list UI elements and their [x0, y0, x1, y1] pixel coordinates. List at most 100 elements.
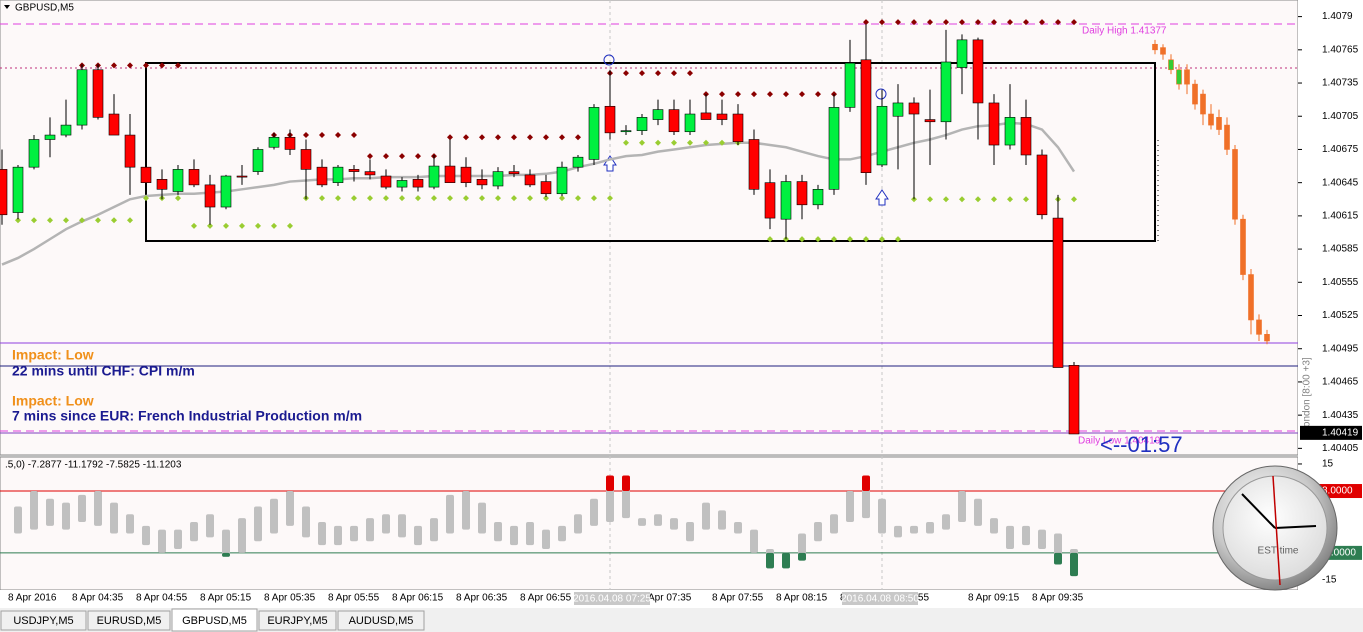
support-dot [63, 217, 69, 224]
x-tick-label: 8 Apr 09:15 [968, 593, 1020, 604]
tab-label[interactable]: EURJPY,M5 [267, 615, 327, 627]
candle-body [348, 169, 360, 172]
resistance-dot [463, 134, 469, 141]
resistance-dot [719, 91, 725, 98]
tab-label[interactable]: AUDUSD,M5 [349, 615, 414, 627]
range-bar-high [606, 475, 614, 492]
support-dot [335, 195, 341, 202]
support-dot [127, 217, 133, 224]
candle-body [396, 180, 408, 188]
range-bar [974, 498, 982, 526]
candle-body [732, 113, 744, 143]
candle-body [380, 175, 392, 188]
tab-label[interactable]: USDJPY,M5 [13, 615, 73, 627]
candle-body [1036, 154, 1048, 216]
range-bar [574, 514, 582, 534]
y-tick-label: -15 [1322, 575, 1337, 586]
tab-label[interactable]: GBPUSD,M5 [182, 615, 247, 627]
support-dot [511, 195, 517, 202]
range-bar [206, 514, 214, 538]
support-dot [463, 195, 469, 202]
tab[interactable] [87, 610, 171, 631]
range-bar-low [222, 552, 230, 557]
range-bar [62, 502, 70, 530]
support-dot [367, 195, 373, 202]
support-dot [895, 236, 901, 243]
tab[interactable] [171, 608, 258, 632]
range-bar [958, 491, 966, 522]
resistance-dot [111, 62, 117, 69]
resistance-dot [751, 91, 757, 98]
price-marker [1300, 425, 1362, 440]
range-bar [590, 498, 598, 526]
candle-body [924, 119, 936, 123]
resistance-dot [335, 132, 341, 139]
support-dot [799, 236, 805, 243]
candle-body [1264, 334, 1270, 342]
support-dot [47, 217, 53, 224]
resistance-dot [479, 134, 485, 141]
range-bar-low [798, 552, 806, 561]
indicator-label: .5,0) -7.2877 -11.1792 -7.5825 -11.1203 [5, 460, 182, 471]
range-bar [814, 521, 822, 542]
range-bar [478, 502, 486, 534]
support-dot [271, 222, 277, 229]
support-dot [655, 139, 661, 146]
candle-body [988, 102, 1000, 146]
tab[interactable] [337, 610, 425, 631]
support-dot [351, 195, 357, 202]
resistance-dot [735, 91, 741, 98]
candle-body [124, 134, 136, 168]
candle-body [588, 107, 600, 160]
range-bar-high [862, 475, 870, 492]
price-chart: 1.4079 1.40765 1.40735 1.40705 1.40675 1.4064… [0, 11, 1362, 604]
range-bar [30, 491, 38, 530]
resistance-dot [399, 153, 405, 160]
candle-body [652, 109, 664, 120]
range-bar [110, 502, 118, 534]
range-bar [318, 521, 326, 546]
range-bar-high [622, 475, 630, 492]
range-bar [382, 514, 390, 534]
candle-body [220, 175, 232, 208]
candle-body [300, 149, 312, 170]
candle-body [780, 181, 792, 220]
resistance-dot [639, 70, 645, 77]
y-tick-label: 1.40735 [1322, 78, 1359, 89]
candle-body [1256, 319, 1262, 335]
support-dot [847, 236, 853, 243]
y-tick-label: 1.40525 [1322, 310, 1359, 321]
range-bar [142, 525, 150, 546]
range-bar [494, 521, 502, 542]
clock-label: EST time [1258, 546, 1299, 557]
support-dot [95, 217, 101, 224]
range-bar-low [1070, 552, 1078, 577]
tab[interactable] [0, 610, 87, 631]
candle-body [1168, 59, 1174, 71]
crosshair-time-box [574, 592, 650, 605]
candle-body [172, 169, 184, 192]
candle-body [1184, 69, 1190, 85]
tab[interactable] [258, 610, 337, 631]
range-bar [254, 506, 262, 542]
tab-label[interactable]: EURUSD,M5 [97, 615, 162, 627]
candle-body [620, 130, 632, 133]
resistance-dot [623, 70, 629, 77]
resistance-dot [559, 134, 565, 141]
y-tick-label: 1.40465 [1322, 377, 1359, 388]
range-bar [1038, 529, 1046, 550]
main-panel [0, 0, 1299, 456]
candle-body [28, 139, 40, 168]
daily-high-label: Daily High 1.41377 [1082, 26, 1167, 37]
candle-body [1052, 217, 1064, 368]
range-bar [174, 529, 182, 550]
candle-body [1176, 69, 1182, 85]
candle-body [1152, 43, 1158, 51]
indicator-panel [0, 456, 1299, 591]
news-text: 7 mins since EUR: French Industrial Prod… [12, 408, 362, 424]
support-dot [255, 222, 261, 229]
y-tick-label: 1.40705 [1322, 111, 1359, 122]
support-dot [31, 217, 37, 224]
range-bar [222, 529, 230, 557]
